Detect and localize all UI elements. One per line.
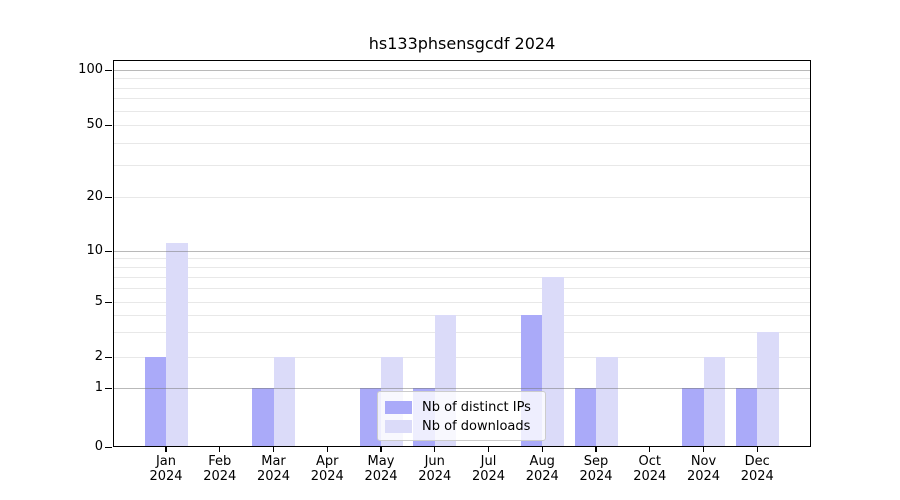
minor-gridline	[113, 78, 811, 80]
y-tick-label: 2	[94, 348, 103, 364]
plot-area: Nb of distinct IPs Nb of downloads 0 1 2 5 1…	[78, 60, 811, 484]
minor-gridline	[113, 98, 811, 100]
bar-downloads-dec	[757, 332, 779, 447]
bar-downloads-sep	[596, 356, 618, 447]
x-tick-mark	[165, 447, 167, 452]
bar-distinct-ips-dec	[735, 388, 758, 447]
minor-gridline	[113, 110, 811, 112]
bar-downloads-mar	[273, 356, 295, 447]
x-tick-mark	[756, 447, 758, 452]
y-tick-label: 1	[94, 380, 103, 396]
x-tick-mark	[541, 447, 543, 452]
y-tick-label: 20	[86, 189, 103, 205]
y-tick-mark	[105, 301, 112, 303]
x-tick-label: Nov 2024	[686, 454, 721, 484]
x-tick-label: Feb 2024	[203, 454, 237, 484]
x-tick-label: Jun 2024	[418, 454, 452, 484]
minor-gridline	[113, 197, 811, 199]
x-tick-mark	[326, 447, 328, 452]
minor-gridline	[113, 258, 811, 260]
y-tick-label: 10	[86, 242, 103, 258]
y-tick-label: 50	[86, 117, 103, 132]
bar-distinct-ips-jan	[144, 356, 166, 447]
chart-title: hs133phsensgcdf 2024	[368, 34, 556, 53]
x-tick-mark	[434, 447, 436, 452]
minor-gridline	[113, 288, 811, 290]
legend-row: Nb of distinct IPs	[385, 398, 545, 417]
y-tick-mark	[105, 197, 112, 199]
x-tick-label: Mar 2024	[256, 454, 291, 484]
legend: Nb of distinct IPs Nb of downloads	[377, 391, 546, 441]
legend-label-downloads: Nb of downloads	[422, 419, 531, 434]
y-tick-mark	[105, 70, 112, 72]
minor-gridline	[113, 301, 811, 303]
minor-gridline	[113, 332, 811, 334]
minor-gridline	[113, 87, 811, 89]
bar-distinct-ips-nov	[682, 388, 704, 447]
x-tick-label: Jan 2024	[149, 454, 183, 484]
x-tick-label: Jul 2024	[471, 454, 506, 484]
y-tick-label: 5	[94, 293, 103, 309]
x-tick-mark	[595, 447, 597, 452]
minor-gridline	[113, 165, 811, 167]
x-tick-label: Oct 2024	[633, 454, 667, 484]
x-tick-label: Sep 2024	[579, 454, 613, 484]
minor-gridline	[113, 267, 811, 269]
minor-gridline	[113, 315, 811, 317]
y-tick-label: 100	[78, 62, 103, 77]
y-tick-mark	[105, 125, 112, 127]
x-tick-label: Dec 2024	[740, 454, 774, 484]
x-tick-mark	[272, 447, 275, 452]
minor-gridline	[113, 356, 811, 358]
x-tick-mark	[487, 447, 490, 452]
bar-distinct-ips-may	[359, 388, 381, 447]
bar-downloads-nov	[703, 356, 725, 447]
bar-downloads-aug	[542, 276, 564, 447]
major-gridline	[113, 70, 811, 71]
bar-downloads-jan	[166, 243, 188, 447]
x-tick-mark	[380, 447, 382, 452]
y-tick-mark	[105, 250, 112, 252]
minor-gridline	[113, 125, 811, 126]
x-tick-label: May 2024	[364, 454, 398, 484]
minor-gridline	[113, 142, 811, 144]
major-gridline	[113, 388, 811, 390]
bar-distinct-ips-mar	[252, 388, 274, 447]
bar-distinct-ips-sep	[574, 388, 596, 447]
minor-gridline	[113, 276, 811, 278]
y-tick-mark	[105, 388, 112, 390]
x-tick-mark	[649, 447, 651, 452]
legend-label-distinct-ips: Nb of distinct IPs	[422, 400, 531, 415]
legend-row: Nb of downloads	[385, 417, 545, 436]
x-tick-label: Aug 2024	[525, 454, 559, 484]
x-tick-mark	[702, 447, 705, 452]
y-tick-mark	[105, 356, 112, 358]
y-tick-label: 0	[94, 438, 103, 454]
legend-swatch-downloads	[385, 420, 412, 433]
legend-swatch-distinct-ips	[385, 401, 412, 414]
x-tick-label: Apr 2024	[310, 454, 344, 484]
y-tick-mark	[105, 446, 112, 448]
major-gridline	[113, 250, 811, 252]
x-tick-mark	[219, 447, 221, 452]
